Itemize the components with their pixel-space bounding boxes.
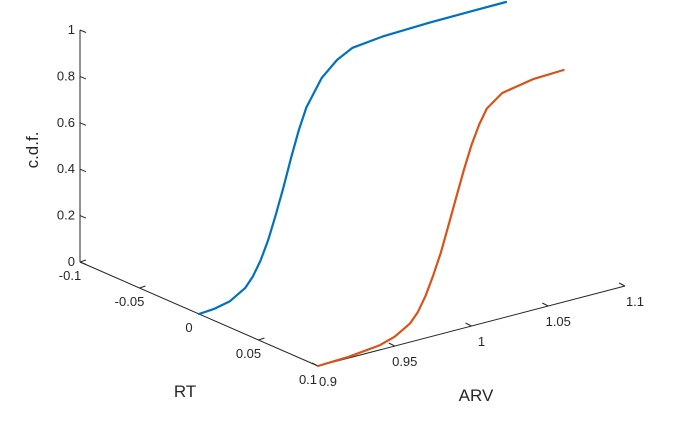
x-axis-label: RT (174, 382, 196, 401)
z-tick (79, 261, 87, 265)
series-line-2 (316, 68, 565, 368)
y-tick (542, 302, 549, 307)
x-tick-label: 0 (185, 320, 192, 335)
x-tick (258, 337, 265, 341)
z-tick (79, 122, 87, 126)
y-tick-label: 1.05 (546, 314, 571, 329)
x-tick (139, 285, 146, 289)
series-lines (197, 0, 565, 368)
x-tick-label: 0.1 (299, 372, 317, 387)
axes (79, 30, 626, 367)
y-tick (311, 362, 319, 367)
y-tick (465, 322, 472, 327)
z-tick (79, 168, 87, 173)
z-axis-label: c.d.f. (23, 132, 42, 169)
z-tick-label: 1 (68, 22, 75, 37)
series-line-1 (197, 0, 508, 316)
x-tick-label: -0.05 (115, 294, 145, 309)
y-tick-label: 1 (478, 334, 485, 349)
y-tick (618, 282, 626, 287)
z-tick-label: 0.2 (57, 208, 75, 223)
z-tick-label: 0.6 (57, 115, 75, 130)
y-tick-label: 0.95 (392, 354, 417, 369)
y-tick-label: 1.1 (626, 294, 644, 309)
x-tick-label: -0.1 (59, 268, 81, 283)
z-tick-label: 0 (68, 254, 75, 269)
z-tick (79, 75, 87, 80)
y-tick (388, 342, 395, 347)
y-axis-label: ARV (459, 386, 494, 405)
z-tick-label: 0.4 (57, 161, 75, 176)
z-tick (79, 215, 87, 219)
z-tick (79, 29, 87, 33)
z-tick-label: 0.8 (57, 68, 75, 83)
ticks: 0 0.2 0.4 0.6 0.8 1 -0.1 -0.05 0 0.05 0.1 0.9 0.95 1 1… (57, 22, 644, 389)
x-tick-label: 0.05 (236, 346, 261, 361)
x-tick (79, 259, 87, 263)
y-tick-label: 0.9 (319, 374, 337, 389)
